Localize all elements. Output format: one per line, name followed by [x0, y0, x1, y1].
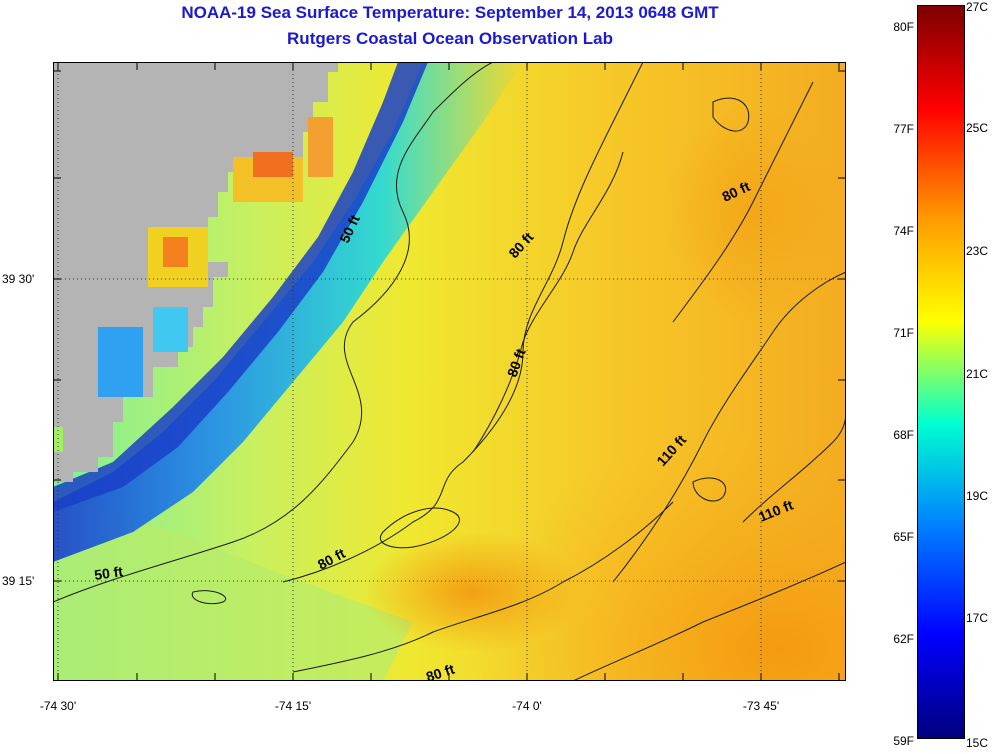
lat-label: 39 15': [2, 574, 35, 588]
colorbar-f-label: 59F: [893, 734, 914, 748]
colorbar-c-label: 19C: [966, 489, 989, 503]
colorbar-c-label: 17C: [966, 611, 989, 625]
contour-110ft-south: [572, 561, 846, 681]
warm-east-patch: [663, 102, 843, 322]
lon-label: -74 30': [39, 699, 77, 713]
contour-80ft-ridge: [472, 151, 624, 453]
colorbar-c-label: 27C: [966, 0, 989, 14]
bay-patch-warm: [163, 237, 188, 267]
bay-patch: [308, 117, 333, 177]
lat-label: 39 30': [2, 272, 35, 286]
colorbar-c-label: 15C: [966, 736, 989, 750]
contour-110ft-east: [742, 411, 846, 523]
colorbar-f-label: 71F: [893, 326, 914, 340]
sst-map: 50 ft 50 ft 80 ft 80 ft 80 ft 80 ft 80 f…: [53, 62, 846, 681]
nearshore-green: [53, 492, 413, 681]
contour-label: 50 ft: [93, 563, 124, 583]
map-subtitle: Rutgers Coastal Ocean Observation Lab: [287, 29, 613, 48]
bay-patch: [153, 307, 188, 352]
bathymetry-contours: [53, 62, 846, 681]
lon-label: -74 15': [274, 699, 312, 713]
bay-patch: [98, 327, 143, 397]
colorbar-f-label: 68F: [893, 428, 914, 442]
colorbar-c-label: 25C: [966, 121, 989, 135]
lon-label: -74 0': [512, 699, 542, 713]
colorbar-f-label: 77F: [893, 122, 914, 136]
contour-loop: [191, 590, 226, 605]
colorbar-f-label: 80F: [893, 20, 914, 34]
contour-50ft: [53, 62, 494, 603]
contour-loop: [380, 507, 460, 549]
colorbar-c-label: 21C: [966, 367, 989, 381]
contour-loop: [692, 477, 726, 502]
axis-ticks: [53, 62, 846, 681]
contour-80ft-east: [672, 81, 814, 323]
deep-blue-nearshore: [53, 62, 428, 512]
lon-label: -73 45': [742, 699, 780, 713]
colorbar-c-label: 23C: [966, 244, 989, 258]
colorbar-f-label: 65F: [893, 530, 914, 544]
colorbar-f-label: 62F: [893, 632, 914, 646]
bay-patch: [53, 427, 63, 452]
bay-patch-warm: [253, 152, 293, 177]
warm-south-patch: [363, 532, 583, 652]
temperature-colorbar: [917, 5, 965, 739]
contour-80ft-south: [292, 501, 674, 673]
map-title: NOAA-19 Sea Surface Temperature: Septemb…: [181, 3, 719, 22]
graticule: [53, 62, 846, 681]
colorbar-f-label: 74F: [893, 224, 914, 238]
contour-loop: [712, 97, 750, 132]
contour-110ft: [612, 271, 846, 583]
map-frame: [53, 62, 846, 681]
contour-80ft-west: [282, 62, 644, 583]
